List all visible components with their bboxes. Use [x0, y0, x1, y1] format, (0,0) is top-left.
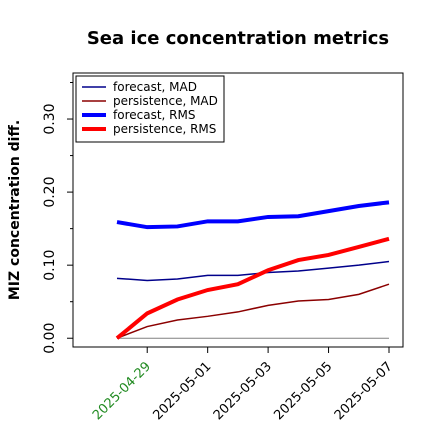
y-tick-label: 0.10 [42, 250, 58, 281]
y-tick-label: 0.00 [42, 323, 58, 354]
legend-label: forecast, RMS [113, 108, 195, 122]
legend-label: persistence, RMS [113, 122, 216, 136]
plot-frame [72, 72, 404, 348]
series-line [116, 283, 390, 339]
series-line [115, 236, 390, 340]
chart-title: Sea ice concentration metrics [87, 28, 389, 49]
x-tick-label: 2025-05-05 [271, 359, 335, 423]
x-tick-label: 2025-05-03 [211, 359, 275, 423]
y-axis-label: MIZ concentration diff. [7, 120, 23, 300]
legend-label: forecast, MAD [113, 80, 197, 94]
x-tick-label: 2025-04-29 [90, 359, 154, 423]
series-line [116, 260, 390, 282]
legend-label: persistence, MAD [113, 94, 218, 108]
x-tick-label: 2025-05-01 [150, 359, 214, 423]
y-tick-label: 0.20 [42, 177, 58, 208]
series-line [116, 200, 390, 230]
x-tick-label: 2025-05-07 [332, 359, 396, 423]
y-tick-label: 0.30 [42, 103, 58, 134]
